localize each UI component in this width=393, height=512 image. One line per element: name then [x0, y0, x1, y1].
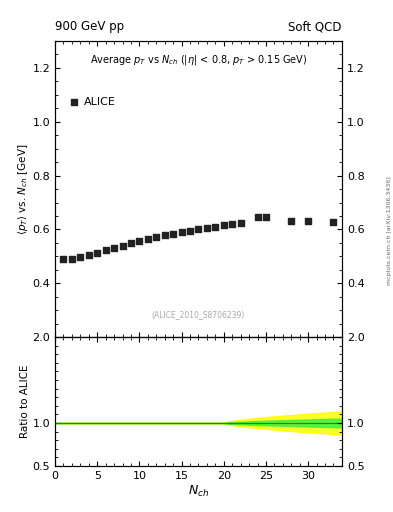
ALICE	[204, 224, 210, 232]
ALICE	[103, 246, 109, 254]
ALICE	[94, 248, 100, 257]
ALICE	[136, 237, 143, 245]
Legend: ALICE: ALICE	[66, 94, 119, 111]
ALICE	[119, 242, 126, 250]
ALICE	[331, 218, 337, 226]
ALICE	[86, 251, 92, 259]
Text: mcplots.cern.ch [arXiv:1306.3436]: mcplots.cern.ch [arXiv:1306.3436]	[387, 176, 391, 285]
ALICE	[212, 223, 219, 231]
ALICE	[60, 254, 66, 263]
ALICE	[170, 230, 176, 238]
ALICE	[128, 239, 134, 247]
ALICE	[187, 226, 193, 234]
ALICE	[263, 212, 269, 221]
ALICE	[254, 213, 261, 221]
ALICE	[237, 219, 244, 227]
ALICE	[162, 231, 168, 240]
Text: (ALICE_2010_S8706239): (ALICE_2010_S8706239)	[152, 310, 245, 319]
X-axis label: $N_{ch}$: $N_{ch}$	[188, 483, 209, 499]
ALICE	[195, 225, 202, 233]
ALICE	[220, 221, 227, 229]
Text: 900 GeV pp: 900 GeV pp	[55, 20, 124, 33]
ALICE	[69, 254, 75, 263]
ALICE	[153, 233, 160, 241]
Y-axis label: Ratio to ALICE: Ratio to ALICE	[20, 365, 29, 438]
ALICE	[111, 244, 117, 252]
ALICE	[77, 252, 83, 261]
ALICE	[288, 217, 294, 225]
Text: Soft QCD: Soft QCD	[288, 20, 342, 33]
Y-axis label: $\langle p_T \rangle$ vs. $N_{ch}$ [GeV]: $\langle p_T \rangle$ vs. $N_{ch}$ [GeV]	[16, 143, 29, 235]
ALICE	[305, 217, 311, 225]
Text: Average $p_T$ vs $N_{ch}$ ($|\eta|$ < 0.8, $p_T$ > 0.15 GeV): Average $p_T$ vs $N_{ch}$ ($|\eta|$ < 0.…	[90, 53, 307, 67]
ALICE	[145, 235, 151, 243]
ALICE	[229, 220, 235, 228]
ALICE	[178, 228, 185, 236]
